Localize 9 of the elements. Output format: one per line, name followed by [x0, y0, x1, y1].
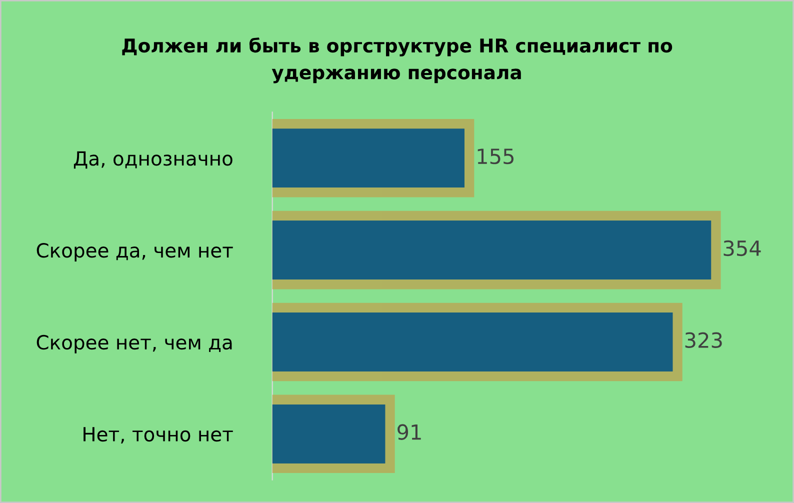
data-label: 155: [478, 148, 514, 164]
data-label: 323: [685, 332, 722, 348]
y-tick-label: Да, однозначно: [74, 151, 232, 169]
y-tick-label: Нет, точно нет: [84, 427, 233, 444]
data-label: 91: [398, 424, 421, 440]
data-label: 354: [724, 240, 761, 256]
chart-title: Должен ли быть в оргструктуре HR специалист по удержанию персонала: [122, 37, 672, 84]
y-tick-label: Скорее да, чем нет: [36, 243, 233, 262]
y-tick-label: Скорее нет, чем да: [36, 334, 232, 354]
